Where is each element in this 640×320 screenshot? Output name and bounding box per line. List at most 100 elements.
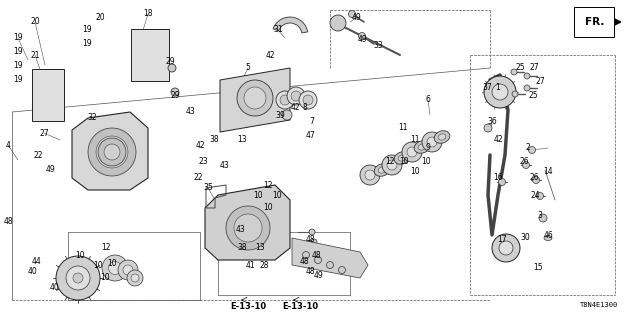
Text: 10: 10 xyxy=(100,274,110,283)
Text: 11: 11 xyxy=(398,124,408,132)
Text: 26: 26 xyxy=(529,173,539,182)
Circle shape xyxy=(536,193,543,199)
Circle shape xyxy=(244,87,266,109)
Text: 19: 19 xyxy=(13,76,23,84)
Circle shape xyxy=(276,91,294,109)
Circle shape xyxy=(299,91,317,109)
Text: 20: 20 xyxy=(95,13,105,22)
Circle shape xyxy=(387,160,397,170)
Circle shape xyxy=(234,214,262,242)
Circle shape xyxy=(532,177,540,183)
Text: 37: 37 xyxy=(482,84,492,92)
Text: 25: 25 xyxy=(528,91,538,100)
Circle shape xyxy=(280,95,290,105)
Text: 38: 38 xyxy=(209,135,219,145)
Text: 9: 9 xyxy=(426,143,431,153)
Circle shape xyxy=(168,64,176,72)
Circle shape xyxy=(522,162,529,169)
Text: 42: 42 xyxy=(493,135,503,145)
Text: 43: 43 xyxy=(185,108,195,116)
Circle shape xyxy=(287,87,305,105)
Text: 20: 20 xyxy=(30,18,40,27)
Circle shape xyxy=(102,255,128,281)
Circle shape xyxy=(524,85,530,91)
Circle shape xyxy=(529,147,536,154)
Ellipse shape xyxy=(418,144,426,150)
Text: 41: 41 xyxy=(245,260,255,269)
Ellipse shape xyxy=(438,134,446,140)
Text: 42: 42 xyxy=(265,51,275,60)
Text: 10: 10 xyxy=(93,260,103,269)
Text: 32: 32 xyxy=(87,114,97,123)
Circle shape xyxy=(96,136,128,168)
Circle shape xyxy=(499,241,513,255)
Text: 42: 42 xyxy=(195,140,205,149)
Circle shape xyxy=(407,147,417,157)
Circle shape xyxy=(402,142,422,162)
Circle shape xyxy=(484,124,492,132)
Circle shape xyxy=(171,88,179,96)
Circle shape xyxy=(349,11,355,18)
Text: 48: 48 xyxy=(299,258,309,267)
Text: FR.: FR. xyxy=(584,17,604,27)
Text: 10: 10 xyxy=(399,157,409,166)
Text: 2: 2 xyxy=(525,143,531,153)
Polygon shape xyxy=(220,68,290,132)
Ellipse shape xyxy=(378,167,386,173)
Text: 40: 40 xyxy=(27,268,37,276)
Circle shape xyxy=(131,274,139,282)
Text: 44: 44 xyxy=(31,258,41,267)
Text: 39: 39 xyxy=(275,110,285,119)
Circle shape xyxy=(303,95,313,105)
Text: 12: 12 xyxy=(385,157,395,166)
Text: 22: 22 xyxy=(33,150,43,159)
Text: 14: 14 xyxy=(543,167,553,177)
Circle shape xyxy=(313,249,319,255)
Circle shape xyxy=(339,267,346,274)
Text: 38: 38 xyxy=(237,244,247,252)
Circle shape xyxy=(524,73,530,79)
Text: 6: 6 xyxy=(426,95,431,105)
Text: 19: 19 xyxy=(82,26,92,35)
Text: 27: 27 xyxy=(535,77,545,86)
Text: 30: 30 xyxy=(520,234,530,243)
Circle shape xyxy=(303,252,310,259)
Ellipse shape xyxy=(434,131,450,143)
Text: 15: 15 xyxy=(533,263,543,273)
Circle shape xyxy=(237,80,273,116)
Text: 28: 28 xyxy=(259,260,269,269)
Text: 31: 31 xyxy=(273,26,283,35)
Text: 16: 16 xyxy=(493,173,503,182)
Circle shape xyxy=(311,239,317,245)
Text: 17: 17 xyxy=(497,236,507,244)
Text: 13: 13 xyxy=(255,244,265,252)
Text: 11: 11 xyxy=(410,135,420,145)
Circle shape xyxy=(291,91,301,101)
Circle shape xyxy=(123,265,133,275)
Text: 10: 10 xyxy=(263,204,273,212)
Ellipse shape xyxy=(414,141,430,153)
Text: 47: 47 xyxy=(305,131,315,140)
Circle shape xyxy=(314,257,321,263)
Text: 48: 48 xyxy=(3,218,13,227)
Text: 29: 29 xyxy=(165,58,175,67)
Circle shape xyxy=(88,128,136,176)
Text: 8: 8 xyxy=(303,103,307,113)
Circle shape xyxy=(365,170,375,180)
Text: 10: 10 xyxy=(75,251,85,260)
Circle shape xyxy=(309,229,315,235)
Text: 49: 49 xyxy=(358,36,368,44)
Circle shape xyxy=(539,214,547,222)
Polygon shape xyxy=(205,185,290,260)
Text: 48: 48 xyxy=(305,236,315,244)
Text: 12: 12 xyxy=(101,244,111,252)
Ellipse shape xyxy=(398,155,406,161)
Circle shape xyxy=(226,206,270,250)
Circle shape xyxy=(484,76,516,108)
Polygon shape xyxy=(292,238,368,278)
Text: 3: 3 xyxy=(538,211,543,220)
Text: 48: 48 xyxy=(305,268,315,276)
Text: 19: 19 xyxy=(13,60,23,69)
Polygon shape xyxy=(72,112,148,190)
Text: E-13-10: E-13-10 xyxy=(282,302,318,311)
